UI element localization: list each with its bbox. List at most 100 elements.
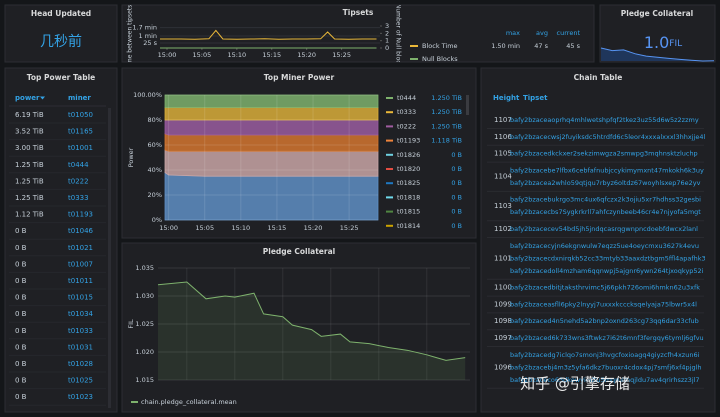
sort-icon [40, 96, 45, 100]
y-tick-label: 1.020 [135, 348, 154, 356]
cell-link[interactable]: bafy2bzacea2whlo59qtjqu7rbyz6oltdz67woyh… [510, 179, 701, 187]
x-tick-label: 15:10 [227, 51, 246, 59]
panel-title: Chain Table [574, 73, 623, 82]
cell-link[interactable]: t01165 [68, 128, 93, 136]
cell-link[interactable]: bafy2bzacebj4m3z5yfa6dkz7buoxr4cdox4pj7s… [510, 363, 702, 371]
cell-link[interactable]: t01001 [68, 144, 93, 152]
cell-link[interactable]: t01011 [68, 277, 93, 285]
cell-link[interactable]: t01023 [68, 393, 93, 401]
cell: 1.25 TiB [15, 161, 44, 169]
legend-name: t01820 [397, 165, 420, 173]
cell-link[interactable]: bafy2bzaced6k733wns3ftwkz7i62t6mnf3fergq… [510, 334, 704, 342]
x-tick-label: 15:15 [262, 51, 281, 59]
cell-link[interactable]: t01007 [68, 260, 93, 268]
x-tick-label: 15:05 [195, 224, 214, 232]
cell-link[interactable]: t01046 [68, 227, 94, 235]
legend-value: 1.118 TiB [431, 137, 462, 145]
cell-link[interactable]: bafy2bzaceaoprhq4mhlwetshpfqf2tkez3uz55d… [510, 116, 699, 124]
stacked-area [164, 107, 379, 121]
cell-link[interactable]: bafy2bzacecev54bd5jh5jndqcasrqgwnpncdoeb… [510, 225, 698, 233]
cell-link[interactable]: t01031 [68, 343, 93, 351]
panel-title: Pledge Collateral [621, 9, 693, 18]
cell-link[interactable]: bafy2bzacecwsj2fuyiksdc5htrdfd6c5leor4xx… [510, 133, 705, 141]
legend-value: 0 B [451, 222, 462, 230]
y-tick-label: 1.7 min [132, 24, 157, 32]
y2-tick-label: 3 [385, 22, 389, 30]
legend-stat: 47 s [534, 42, 548, 50]
column-header[interactable]: power [15, 94, 40, 102]
cell-link[interactable]: t0333 [68, 194, 89, 202]
cell-link[interactable]: t01015 [68, 294, 93, 302]
y2-tick-label: 2 [385, 29, 389, 37]
pledge-chart: 1.015 1.020 1.025 1.030 1.035 FIL chain.pledge… [127, 264, 470, 406]
cell: 0 B [15, 310, 27, 318]
cell-link[interactable]: t01025 [68, 377, 93, 385]
cell: 0 B [15, 343, 27, 351]
cell-link[interactable]: t0444 [68, 161, 89, 169]
sparkline [600, 47, 715, 62]
panel [480, 67, 716, 413]
stacked-area [164, 171, 379, 221]
cell: 1101 [494, 254, 512, 262]
x-tick-label: 15:25 [332, 51, 351, 59]
cell-link[interactable]: bafy2bzacebukrgo3mc4ux6qfczx2k3ojiu5xr7h… [510, 196, 701, 204]
legend-header: avg [536, 29, 548, 37]
cell: 1098 [494, 317, 512, 325]
y-axis-label: FIL [127, 319, 135, 329]
cell: 1.25 TiB [15, 194, 44, 202]
cell-link[interactable]: t01021 [68, 244, 93, 252]
miner-power-chart: 0% 20% 40% 60% 80% 100.00% 15:00 15:05 15:10 15:1… [127, 91, 469, 232]
cell-link[interactable]: bafy2bzacecbs7Sygkrkrll7ahfczynbeeb46cr4… [510, 208, 701, 216]
y-tick-label: 20% [148, 191, 162, 199]
x-tick-label: 15:20 [304, 224, 323, 232]
cell-link[interactable]: t01028 [68, 360, 93, 368]
stat-number: 1.0 [644, 33, 669, 52]
scrollbar[interactable] [108, 108, 111, 408]
cell: 1106 [494, 133, 512, 141]
cell-link[interactable]: bafy2bzacecdxnirqkb52cc33mtyb33aaxdztbgm… [510, 254, 706, 262]
y-tick-label: 40% [148, 166, 162, 174]
panel [121, 242, 477, 413]
cell-link[interactable]: t01193 [68, 211, 93, 219]
cell: 0 B [15, 360, 27, 368]
cell-link[interactable]: bafy2bzaceasfll6pky2lnyyj7uxxxkcccksqely… [510, 300, 697, 308]
cell-link[interactable]: t01034 [68, 310, 94, 318]
legend-value: 0 B [451, 179, 462, 187]
y-tick-label: 80% [148, 116, 162, 124]
cell-link[interactable]: bafy2bzacecyjn6ekgnwulw7eqzz5ue4oeycmxu3… [510, 242, 699, 250]
cell-link[interactable]: t0222 [68, 177, 89, 185]
panel [4, 67, 118, 413]
cell: 0 B [15, 377, 27, 385]
cell-link[interactable]: bafy2bzacedg7iclqo7smonj3hvgcfoxioagq4gi… [510, 351, 700, 359]
legend-stat: 45 s [566, 42, 580, 50]
stat-unit: FIL [669, 39, 682, 49]
panel-title: Head Updated [31, 9, 91, 18]
stacked-area [164, 149, 379, 177]
cell: 0 B [15, 294, 27, 302]
legend-header: current [557, 29, 581, 37]
legend-name: t0444 [397, 94, 416, 102]
column-header[interactable]: Height [493, 94, 520, 102]
column-header[interactable]: miner [68, 94, 91, 102]
cell-link[interactable]: bafy2bzacedkckxer2sekzimwgza2smwpg3mqhns… [510, 150, 698, 158]
stat-value: 1.0FIL [644, 33, 682, 52]
cell-link[interactable]: bafy2bzaced4n5nehd5a2bnp2oxnd263cg73qq6d… [510, 317, 699, 325]
cell-link[interactable]: bafy2bzaceco63dkowyiedtu5mqruimqjldu7av4… [510, 376, 700, 384]
stacked-area [164, 119, 379, 136]
y-tick-label: 60% [148, 141, 162, 149]
cell-link[interactable]: bafy2bzacebe7lfbx6cebfafnubjccykimymxnt4… [510, 166, 704, 174]
y2-tick-label: 0 [385, 44, 389, 52]
cell-link[interactable]: t01033 [68, 327, 93, 335]
y-tick-label: 1.035 [135, 264, 154, 272]
y-tick-label: 0% [152, 216, 162, 224]
legend-value: 0 B [451, 208, 462, 216]
cell-link[interactable]: bafy2bzacedoll4mzham6qqnwpj5ajgnr6ywn264… [510, 267, 704, 275]
column-header[interactable]: Tipset [523, 94, 548, 102]
legend-name: t0222 [397, 122, 416, 130]
stacked-area [164, 94, 379, 108]
cell-link[interactable]: t01050 [68, 111, 93, 119]
cell-link[interactable]: bafy2bzacedbitjtaksthrvimc5j66pkh726omi6… [510, 284, 700, 292]
cell: 1.12 TiB [15, 211, 44, 219]
scrollbar[interactable] [466, 95, 469, 115]
legend-name: t01818 [397, 193, 420, 201]
